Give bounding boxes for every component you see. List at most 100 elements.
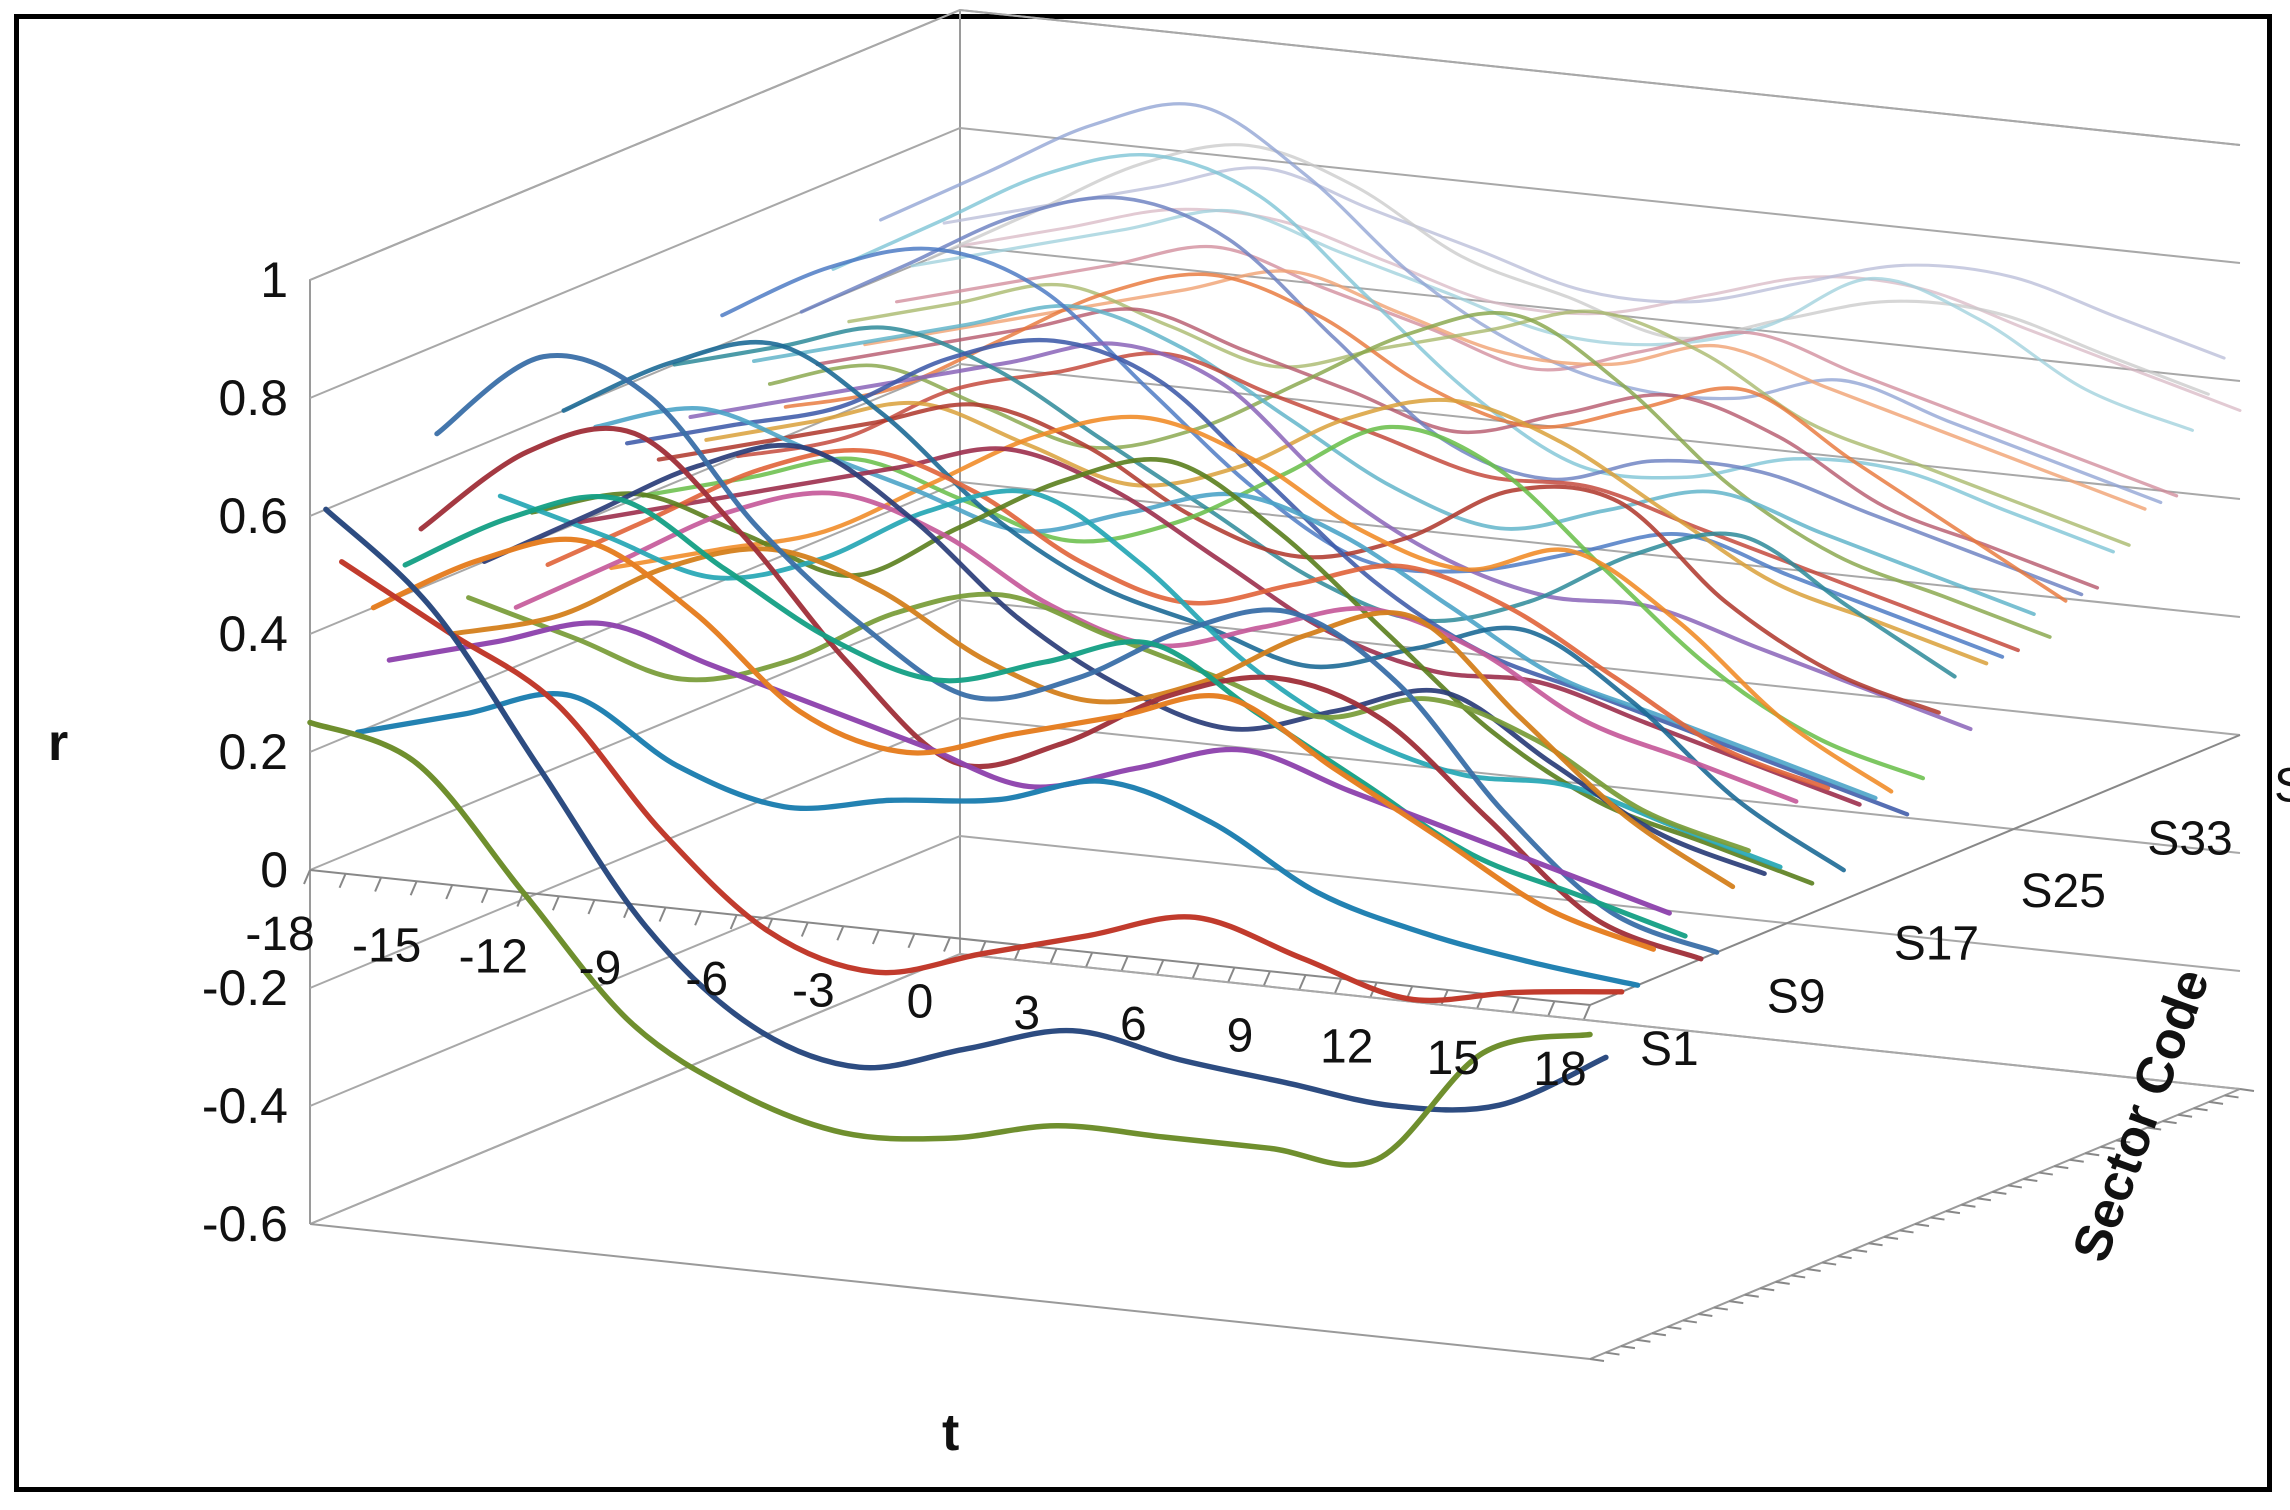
series-line-s26 — [704, 397, 1989, 666]
x-minor-tick — [836, 925, 845, 941]
sector-minor-tick — [1914, 1223, 1930, 1227]
x-minor-tick — [587, 899, 596, 915]
sector-minor-tick — [1806, 1268, 1821, 1272]
x-minor-tick — [1511, 997, 1520, 1012]
sector-minor-tick — [1852, 1248, 1868, 1253]
x-minor-tick — [303, 869, 311, 885]
sector-axis-title: Sector Code — [2062, 961, 2221, 1269]
z-gridline — [309, 952, 2241, 1225]
x-axis-title: t — [942, 1404, 959, 1462]
series-line-s16 — [545, 448, 1831, 791]
sector-minor-tick — [2208, 1100, 2224, 1105]
x-tick-label: -6 — [685, 953, 728, 1006]
series-line-s40 — [926, 143, 2210, 396]
x-minor-tick — [480, 888, 489, 904]
x-tick-label: 18 — [1533, 1043, 1586, 1096]
sector-minor-tick — [1883, 1235, 1899, 1240]
sector-minor-tick — [1961, 1203, 1976, 1208]
z-tick-label: 0.6 — [218, 488, 288, 544]
sector-minor-tick — [1945, 1210, 1961, 1215]
sector-tick-label: S33 — [2147, 812, 2232, 865]
x-tick-label: -9 — [579, 942, 622, 995]
x-minor-tick — [445, 884, 454, 900]
sector-minor-tick — [1775, 1280, 1790, 1285]
series-line-s7 — [402, 493, 1688, 939]
x-minor-tick — [658, 907, 667, 922]
series-line-s3 — [339, 559, 1625, 1004]
series-line-s31 — [783, 272, 2068, 603]
series-line-s25 — [688, 341, 1973, 732]
sector-minor-tick — [2177, 1113, 2193, 1118]
series-line-s12 — [481, 442, 1767, 877]
x-tick-label: 12 — [1320, 1021, 1373, 1074]
chart-walls — [309, 8, 2241, 1225]
x-minor-tick — [1583, 1004, 1591, 1020]
series-line-s20 — [609, 414, 1894, 794]
x-tick-label: -18 — [245, 908, 314, 961]
z-tick-label: -0.6 — [202, 1196, 288, 1252]
sector-minor-tick — [1651, 1332, 1667, 1337]
sector-minor-tick — [2007, 1184, 2022, 1189]
sector-minor-tick — [1930, 1216, 1945, 1221]
x-minor-tick — [1298, 974, 1307, 990]
series-line-s28 — [736, 351, 2020, 653]
tick-labels: 1 0.8 0.6 0.4 0.2 0 -0.2 -0.4 -0.6 -18 -15 -12 -9 -6 -… — [202, 252, 2290, 1252]
floor-front-edge — [309, 1223, 1591, 1360]
series-line-s18 — [577, 446, 1862, 807]
sector-minor-tick — [1822, 1261, 1837, 1266]
z-tick-label: 0 — [260, 842, 288, 898]
sector-minor-tick — [2054, 1165, 2069, 1170]
sector-minor-tick — [1868, 1242, 1883, 1247]
sector-minor-tick — [1620, 1345, 1636, 1350]
sector-minor-tick — [2162, 1120, 2177, 1125]
sector-minor-tick — [1992, 1190, 2007, 1195]
sector-minor-tick — [1899, 1229, 1914, 1234]
z-tick-label: 0.2 — [218, 724, 288, 780]
x-tick-label: 9 — [1227, 1009, 1254, 1062]
sector-minor-tick — [1837, 1255, 1852, 1260]
sector-tick-label: S9 — [1767, 970, 1826, 1023]
series-line-s5 — [370, 536, 1657, 952]
sector-minor-tick — [2131, 1133, 2146, 1137]
sector-tick-label: S25 — [2021, 865, 2106, 918]
z-tick-label: -0.2 — [202, 960, 288, 1016]
sector-minor-tick — [1605, 1351, 1620, 1356]
series-line-s35 — [847, 282, 2131, 547]
x-minor-tick — [1049, 948, 1058, 964]
x-tick-label: -15 — [352, 919, 421, 972]
sector-minor-tick — [2100, 1145, 2115, 1150]
series-line-s39 — [910, 208, 2194, 432]
x-minor-tick — [1227, 967, 1236, 982]
z-tick-label: 0.4 — [218, 606, 288, 662]
sector-minor-tick — [2224, 1094, 2239, 1099]
sector-tick-label: S41 — [2274, 760, 2290, 813]
sector-minor-tick — [1682, 1319, 1697, 1324]
series-line-s13 — [497, 488, 1783, 870]
z-gridline — [309, 598, 2241, 871]
x-tick-label: -12 — [459, 931, 528, 984]
sector-minor-tick — [1760, 1287, 1775, 1292]
x-minor-tick — [338, 873, 347, 889]
z-tick-label: -0.4 — [202, 1078, 288, 1134]
sector-tick-label: S1 — [1640, 1023, 1699, 1076]
series-line-s6 — [386, 620, 1672, 916]
sector-minor-tick — [1667, 1325, 1682, 1330]
sector-minor-tick — [2116, 1139, 2131, 1144]
sector-minor-tick — [1698, 1313, 1713, 1317]
x-minor-tick — [943, 937, 951, 952]
sector-tick-label: S17 — [1894, 918, 1979, 971]
z-tick-label: 1 — [260, 252, 288, 308]
series-line-s23 — [656, 402, 1941, 715]
chart-floor — [303, 734, 2255, 1362]
x-minor-tick — [1263, 970, 1271, 986]
sector-minor-tick — [2023, 1178, 2038, 1182]
sector-minor-tick — [2239, 1088, 2255, 1092]
x-minor-tick — [1120, 955, 1129, 971]
series-line-s4 — [354, 691, 1641, 988]
x-minor-tick — [800, 922, 809, 937]
sector-minor-tick — [1729, 1300, 1744, 1305]
x-tick-label: 3 — [1013, 987, 1040, 1040]
x-minor-tick — [871, 929, 880, 945]
series-line-s37 — [879, 102, 2163, 505]
